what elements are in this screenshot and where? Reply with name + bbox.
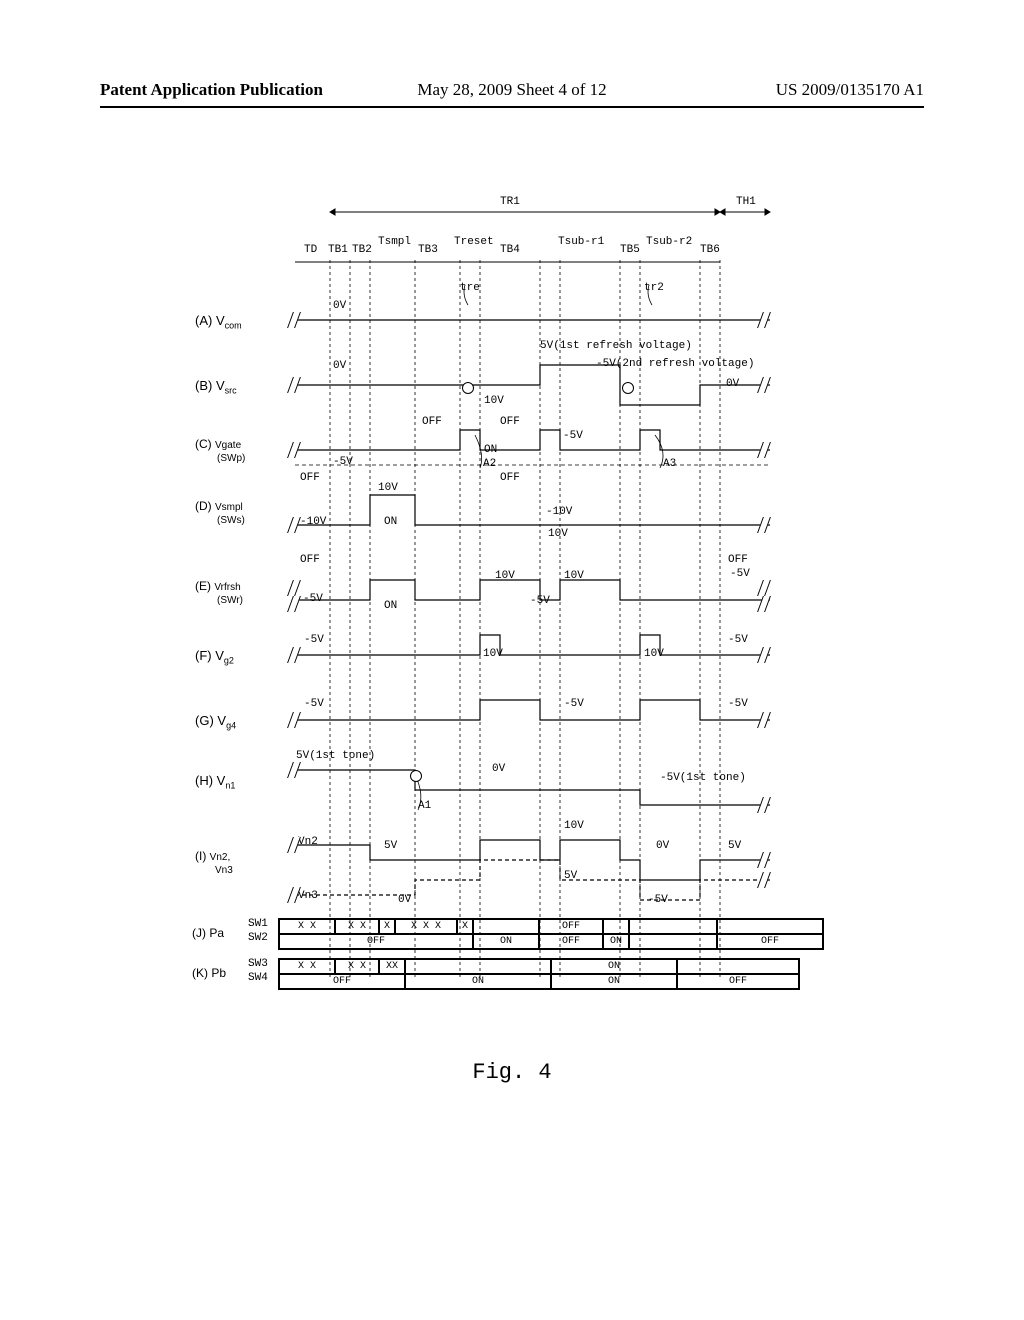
row-E-label: (E) Vrfrsh(SWr) <box>195 580 285 606</box>
a-tone1n: -5V(1st tone) <box>660 772 746 784</box>
lbl-TH1: TH1 <box>736 196 756 208</box>
timing-diagram: TR1 TH1 TD TB1 TB2 Tsmpl TB3 Treset TB4 … <box>200 200 860 1020</box>
row-K-label: (K) Pb <box>192 966 282 980</box>
a-10v-e: 10V <box>495 570 515 582</box>
a-0v-i2: 0V <box>398 894 411 906</box>
circle-b2 <box>622 382 634 394</box>
sw-table-K: X X X X XX ON OFF ON ON OFF <box>278 958 800 990</box>
circle-b1 <box>462 382 474 394</box>
a-off-d2: OFF <box>500 472 520 484</box>
header-right: US 2009/0135170 A1 <box>776 80 924 100</box>
sw1-lbl: SW1 <box>248 918 268 930</box>
a-10v-i: 10V <box>564 820 584 832</box>
lbl-tr2: tr2 <box>644 282 664 294</box>
a-5v-i2: 5V <box>564 870 577 882</box>
a-m5-e2: -5V <box>530 595 550 607</box>
a-m5-c: -5V <box>563 430 583 442</box>
sw4-lbl: SW4 <box>248 972 268 984</box>
lbl-TR1: TR1 <box>500 196 520 208</box>
row-D-label: (D) Vsmpl(SWs) <box>195 500 285 526</box>
a-m5-g: -5V <box>304 698 324 710</box>
a-m5-g3: -5V <box>728 698 748 710</box>
lbl-tre: tre <box>460 282 480 294</box>
a-0v-h: 0V <box>492 763 505 775</box>
row-B-label: (B) Vsrc <box>195 378 285 396</box>
a-10v-d2: 10V <box>548 528 568 540</box>
lbl-TB2: TB2 <box>352 244 372 256</box>
a-10v-e2: 10V <box>564 570 584 582</box>
a-m5-e: -5V <box>303 593 323 605</box>
a-tone1p: 5V(1st tone) <box>296 750 375 762</box>
row-C-label: (C) Vgate(SWp) <box>195 438 285 464</box>
a-m10-d: -10V <box>300 516 326 528</box>
a-off-e1: OFF <box>300 554 320 566</box>
a-off-c1: OFF <box>422 416 442 428</box>
a-0V-b: 0V <box>726 378 739 390</box>
circle-h <box>410 770 422 782</box>
row-F-label: (F) Vg2 <box>195 648 285 666</box>
a-Vn2: Vn2 <box>298 836 318 848</box>
a-5v-i3: 5V <box>728 840 741 852</box>
row-A-label: (A) Vcom <box>195 313 285 331</box>
header-rule <box>100 106 924 108</box>
a-10v-c: 10V <box>484 395 504 407</box>
a-0v-i: 0V <box>656 840 669 852</box>
lbl-TD: TD <box>304 244 317 256</box>
lbl-TB5: TB5 <box>620 244 640 256</box>
a-refresh2: -5V(2nd refresh voltage) <box>596 358 754 370</box>
a-off-d1: OFF <box>300 472 320 484</box>
a-m10-d2: -10V <box>546 506 572 518</box>
a-0V-2: 0V <box>333 360 346 372</box>
a-0V-1: 0V <box>333 300 346 312</box>
lbl-Tsub-r1: Tsub-r1 <box>558 236 604 248</box>
a-5v-i: 5V <box>384 840 397 852</box>
sw-table-J: X X X X X X X X X OFF OFF ON OFF ON <box>278 918 824 950</box>
a-A3: A3 <box>663 458 676 470</box>
lbl-TB3: TB3 <box>418 244 438 256</box>
a-on-c: ON <box>484 444 497 456</box>
sw2-lbl: SW2 <box>248 932 268 944</box>
lbl-TB6: TB6 <box>700 244 720 256</box>
figure-caption: Fig. 4 <box>0 1060 1024 1085</box>
lbl-TB1: TB1 <box>328 244 348 256</box>
a-off-e2: OFF <box>728 554 748 566</box>
a-refresh1: 5V(1st refresh voltage) <box>540 340 692 352</box>
a-m5-g2: -5V <box>564 698 584 710</box>
row-J-label: (J) Pa <box>192 926 282 940</box>
a-m5-f: -5V <box>304 634 324 646</box>
a-on-d: ON <box>384 516 397 528</box>
a-on-e: ON <box>384 600 397 612</box>
lbl-Treset: Treset <box>454 236 494 248</box>
a-10v-f2: 10V <box>644 648 664 660</box>
lbl-Tsub-r2: Tsub-r2 <box>646 236 692 248</box>
row-I-label: (I) Vn2,Vn3 <box>195 850 285 876</box>
a-A1: A1 <box>418 800 431 812</box>
sw3-lbl: SW3 <box>248 958 268 970</box>
a-m5-i: -5V <box>648 894 668 906</box>
row-G-label: (G) Vg4 <box>195 713 285 731</box>
a-Vn3: Vn3 <box>298 890 318 902</box>
a-m5-c2: -5V <box>333 456 353 468</box>
lbl-Tsmpl: Tsmpl <box>378 236 411 248</box>
a-A2: A2 <box>483 458 496 470</box>
row-H-label: (H) Vn1 <box>195 773 285 791</box>
a-m5-e3: -5V <box>730 568 750 580</box>
a-m5-f2: -5V <box>728 634 748 646</box>
a-10v-d: 10V <box>378 482 398 494</box>
a-off-c2: OFF <box>500 416 520 428</box>
a-10v-f: 10V <box>483 648 503 660</box>
lbl-TB4: TB4 <box>500 244 520 256</box>
